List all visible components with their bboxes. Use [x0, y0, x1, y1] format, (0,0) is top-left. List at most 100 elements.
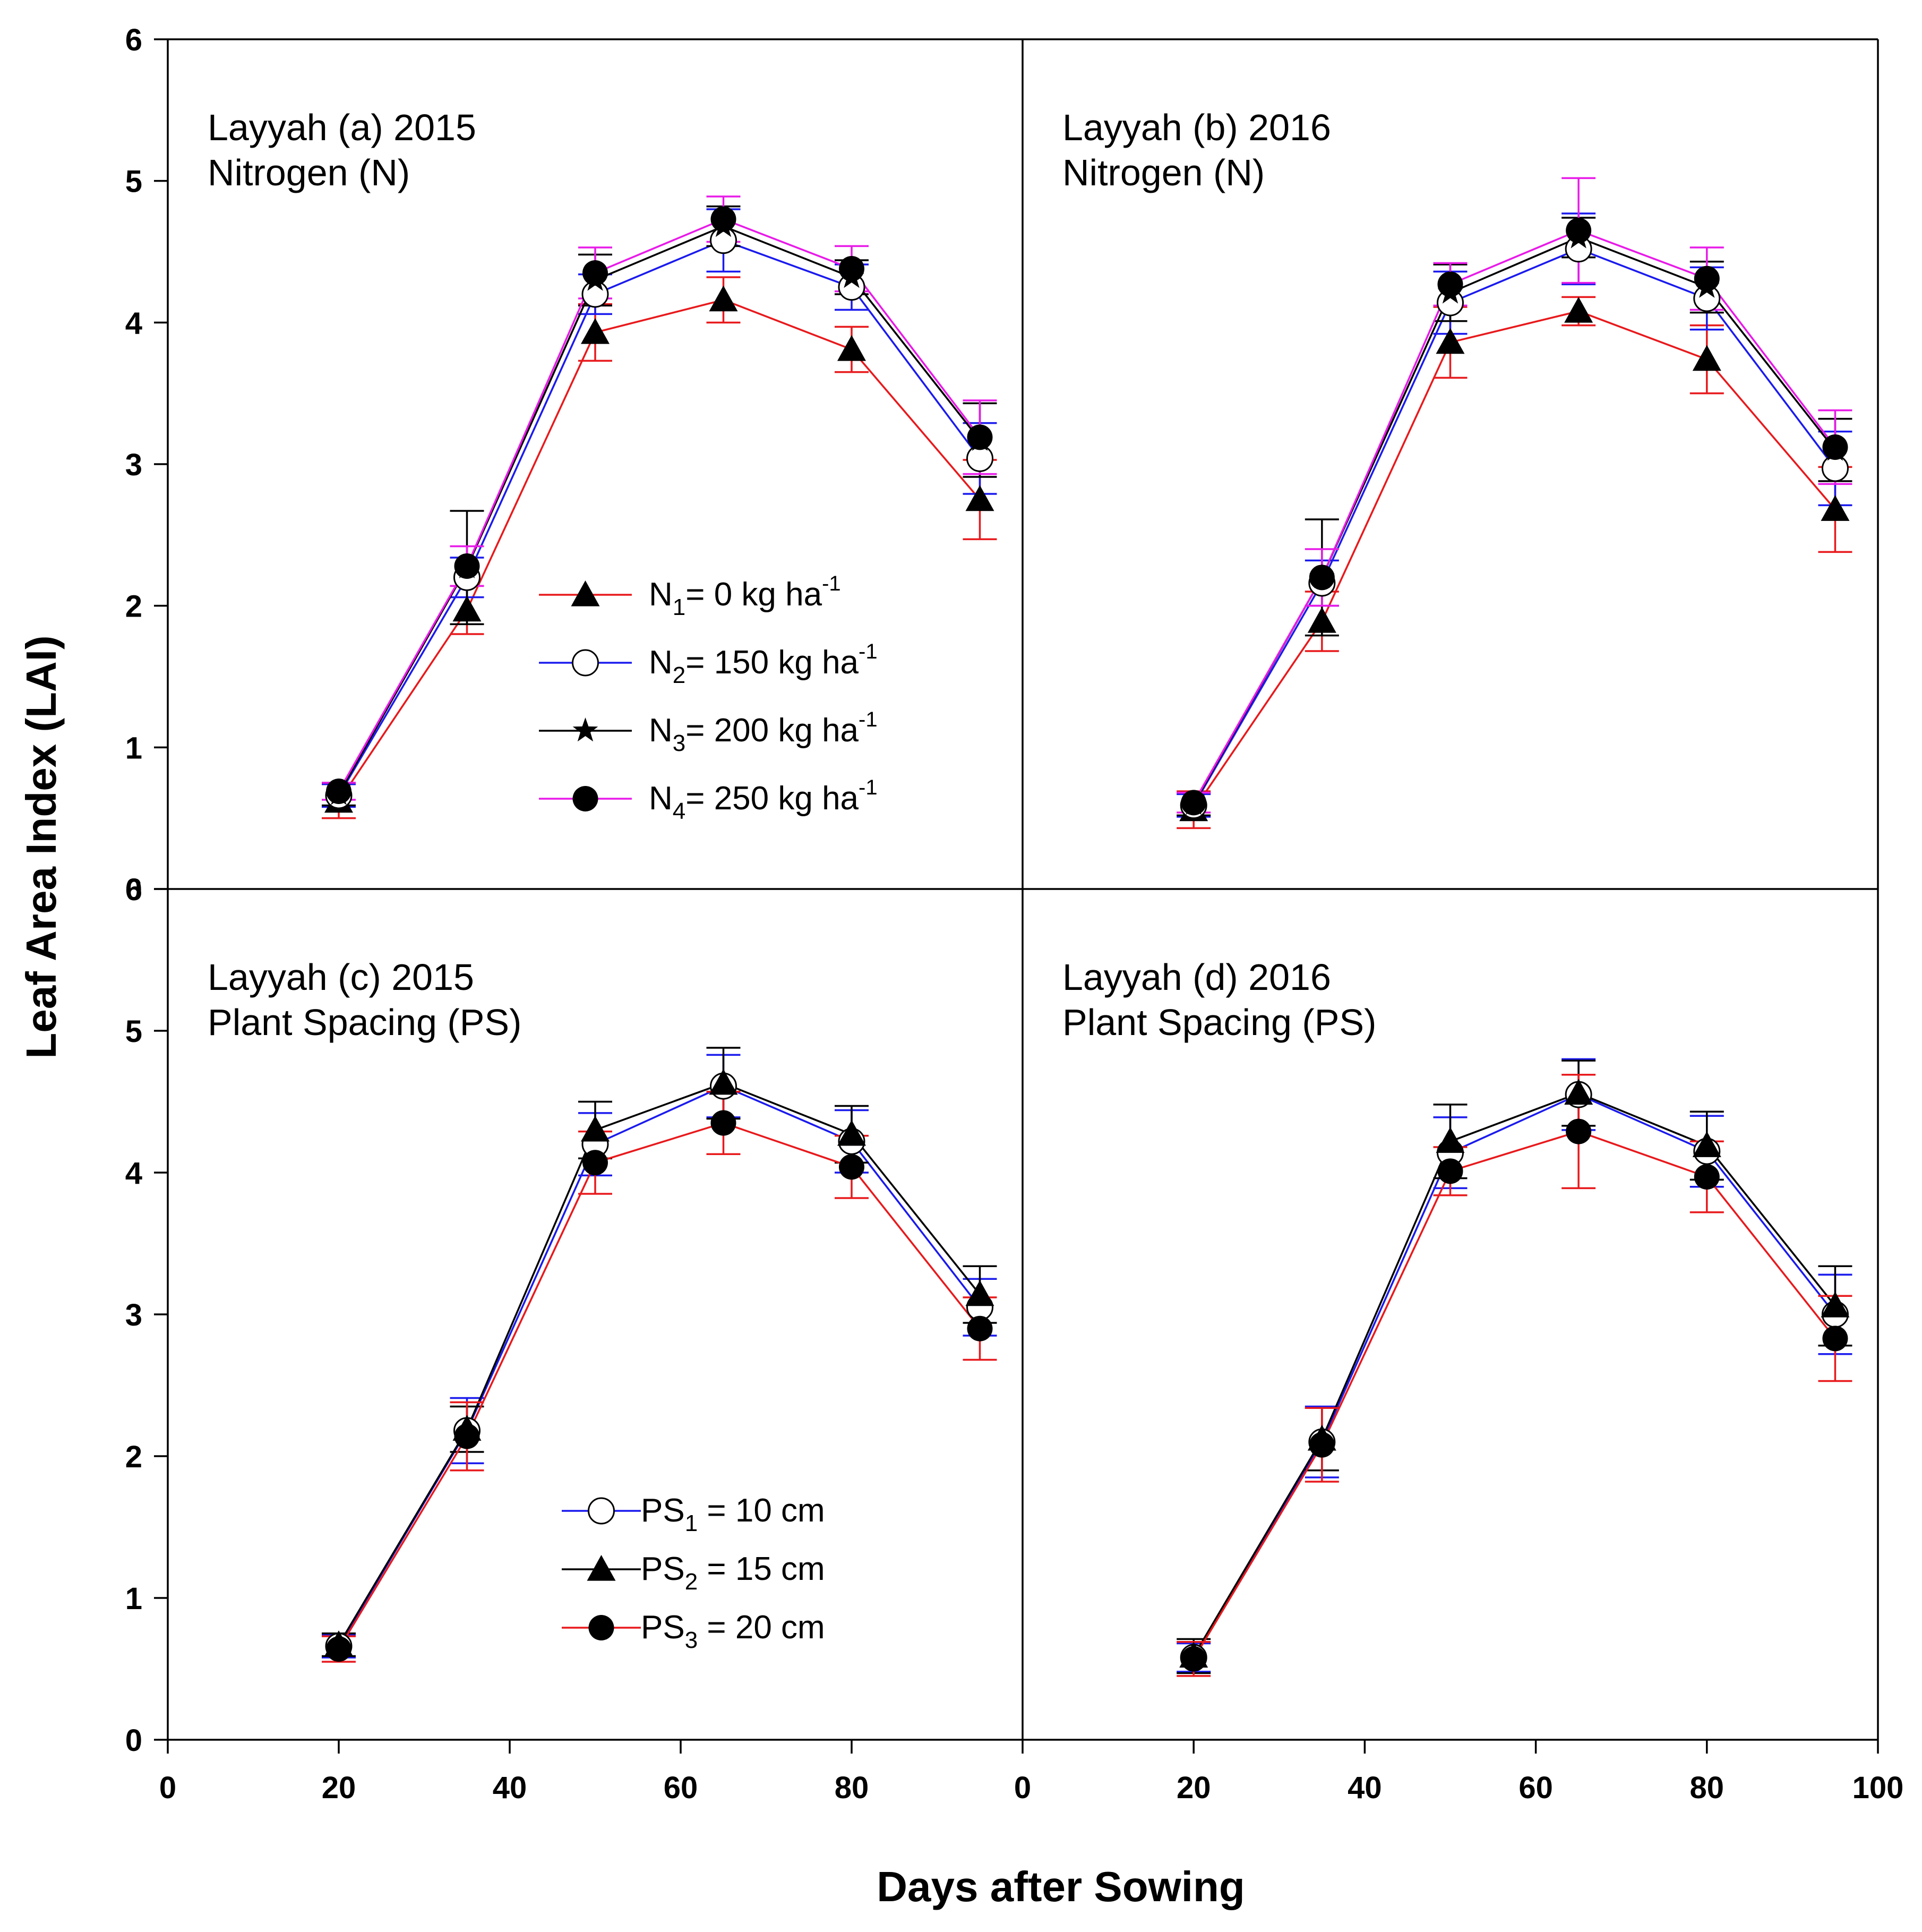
panel-label-a-line2: Nitrogen (N): [208, 152, 410, 193]
marker-N4: [326, 779, 351, 804]
markers-N4: [326, 206, 993, 804]
legend-label-N1: N1= 0 kg ha-1: [649, 572, 841, 620]
series-line-PS2: [1192, 1092, 1836, 1657]
marker-N1: [1436, 328, 1465, 354]
y-tick-label-top-1: 1: [125, 731, 142, 765]
panel-label-d-line1: Layyah (d) 2016: [1062, 956, 1331, 998]
series-line-N4: [338, 218, 981, 792]
markers-N4: [1181, 218, 1848, 816]
marker-N1: [1307, 607, 1336, 633]
y-tick-label-top-5: 5: [125, 165, 142, 199]
marker-PS3: [1822, 1326, 1848, 1352]
marker-PS3: [582, 1150, 608, 1176]
marker-legend-N3: [572, 717, 598, 742]
marker-PS2: [837, 1119, 866, 1146]
markers-PS3: [1181, 1118, 1848, 1672]
x-tick-label-5: 0: [1014, 1771, 1031, 1805]
marker-PS3: [839, 1154, 864, 1180]
y-tick-label-bottom-3: 3: [125, 1298, 142, 1332]
series-line-N1: [1192, 310, 1836, 810]
y-tick-label-bottom-0: 0: [125, 1723, 142, 1758]
marker-N4: [1566, 218, 1592, 243]
marker-N4: [1694, 266, 1720, 292]
legend-label-N4: N4= 250 kg ha-1: [649, 776, 878, 824]
marker-N4: [1822, 434, 1848, 460]
x-tick-label-2: 40: [493, 1771, 527, 1805]
marker-PS3: [710, 1110, 736, 1136]
series-line-N2: [1192, 247, 1836, 806]
legend-a: N1= 0 kg ha-1 N2= 150 kg ha-1 N3= 200 kg h…: [539, 572, 878, 824]
marker-legend-PS3: [588, 1615, 614, 1640]
y-tick-label-bottom-2: 2: [125, 1440, 142, 1474]
panel-label-c-line2: Plant Spacing (PS): [208, 1002, 521, 1043]
marker-N1: [1564, 297, 1593, 323]
series-line-PS3: [1192, 1130, 1836, 1660]
marker-PS3: [1694, 1164, 1720, 1190]
marker-PS3: [326, 1636, 351, 1662]
y-tick-label-top-6: 6: [125, 23, 142, 57]
x-tick-label-7: 40: [1348, 1771, 1382, 1805]
series-line-N4: [1192, 229, 1836, 803]
marker-PS2: [1564, 1079, 1593, 1105]
legend-label-N3: N3= 200 kg ha-1: [649, 708, 878, 756]
marker-PS2: [581, 1115, 610, 1142]
y-tick-label-top-3: 3: [125, 448, 142, 482]
legend-label-PS3: PS3 = 20 cm: [641, 1609, 825, 1653]
series-line-PS1: [1192, 1093, 1836, 1658]
marker-PS3: [967, 1315, 993, 1341]
y-tick-label-bottom-5: 5: [125, 1014, 142, 1049]
y-tick-label-bottom-6: 6: [125, 873, 142, 907]
marker-PS2: [965, 1280, 994, 1306]
marker-N1: [1821, 495, 1850, 521]
legend-label-N2: N2= 150 kg ha-1: [649, 640, 878, 688]
marker-PS2: [1436, 1127, 1465, 1153]
marker-N4: [710, 206, 736, 232]
y-tick-label-bottom-4: 4: [125, 1156, 142, 1191]
marker-N4: [582, 260, 608, 286]
series-line-N2: [338, 239, 981, 796]
marker-N1: [581, 318, 610, 344]
marker-legend-N2: [572, 649, 599, 677]
x-tick-label-8: 60: [1518, 1771, 1553, 1805]
marker-PS2: [1821, 1291, 1850, 1318]
marker-PS3: [1309, 1432, 1335, 1458]
x-tick-label-9: 80: [1690, 1771, 1724, 1805]
series-line-PS2: [338, 1082, 981, 1645]
marker-N4: [967, 424, 993, 450]
marker-N4: [1181, 790, 1207, 816]
marker-N1: [709, 285, 738, 312]
series-line-N1: [338, 298, 981, 802]
x-tick-label-1: 20: [322, 1771, 356, 1805]
x-tick-label-4: 80: [835, 1771, 869, 1805]
y-tick-label-top-0: 0: [125, 873, 142, 907]
marker-PS3: [454, 1423, 480, 1449]
marker-N1: [452, 595, 482, 622]
y-tick-label-top-4: 4: [125, 306, 142, 340]
y-axis-title: Leaf Area Index (LAI): [18, 635, 65, 1058]
x-tick-label-3: 60: [664, 1771, 698, 1805]
x-tick-label-6: 20: [1177, 1771, 1211, 1805]
marker-PS2: [709, 1068, 738, 1095]
x-tick-label-10: 100: [1852, 1771, 1904, 1805]
y-tick-label-bottom-1: 1: [125, 1581, 142, 1616]
marker-legend-PS2: [587, 1555, 616, 1581]
marker-N1: [1692, 345, 1721, 371]
marker-N4: [1437, 271, 1463, 297]
panel-label-b-line2: Nitrogen (N): [1062, 152, 1265, 193]
legend-c: PS1 = 10 cm PS2 = 15 cm PS3 = 20 cm: [562, 1492, 825, 1653]
marker-N1: [837, 335, 866, 361]
marker-legend-N1: [571, 580, 600, 606]
markers-PS3: [326, 1110, 993, 1662]
panel-label-b-line1: Layyah (b) 2016: [1062, 107, 1331, 148]
marker-N4: [454, 553, 480, 579]
marker-PS3: [1566, 1118, 1592, 1144]
legend-label-PS2: PS2 = 15 cm: [641, 1551, 825, 1595]
y-tick-label-top-2: 2: [125, 589, 142, 624]
